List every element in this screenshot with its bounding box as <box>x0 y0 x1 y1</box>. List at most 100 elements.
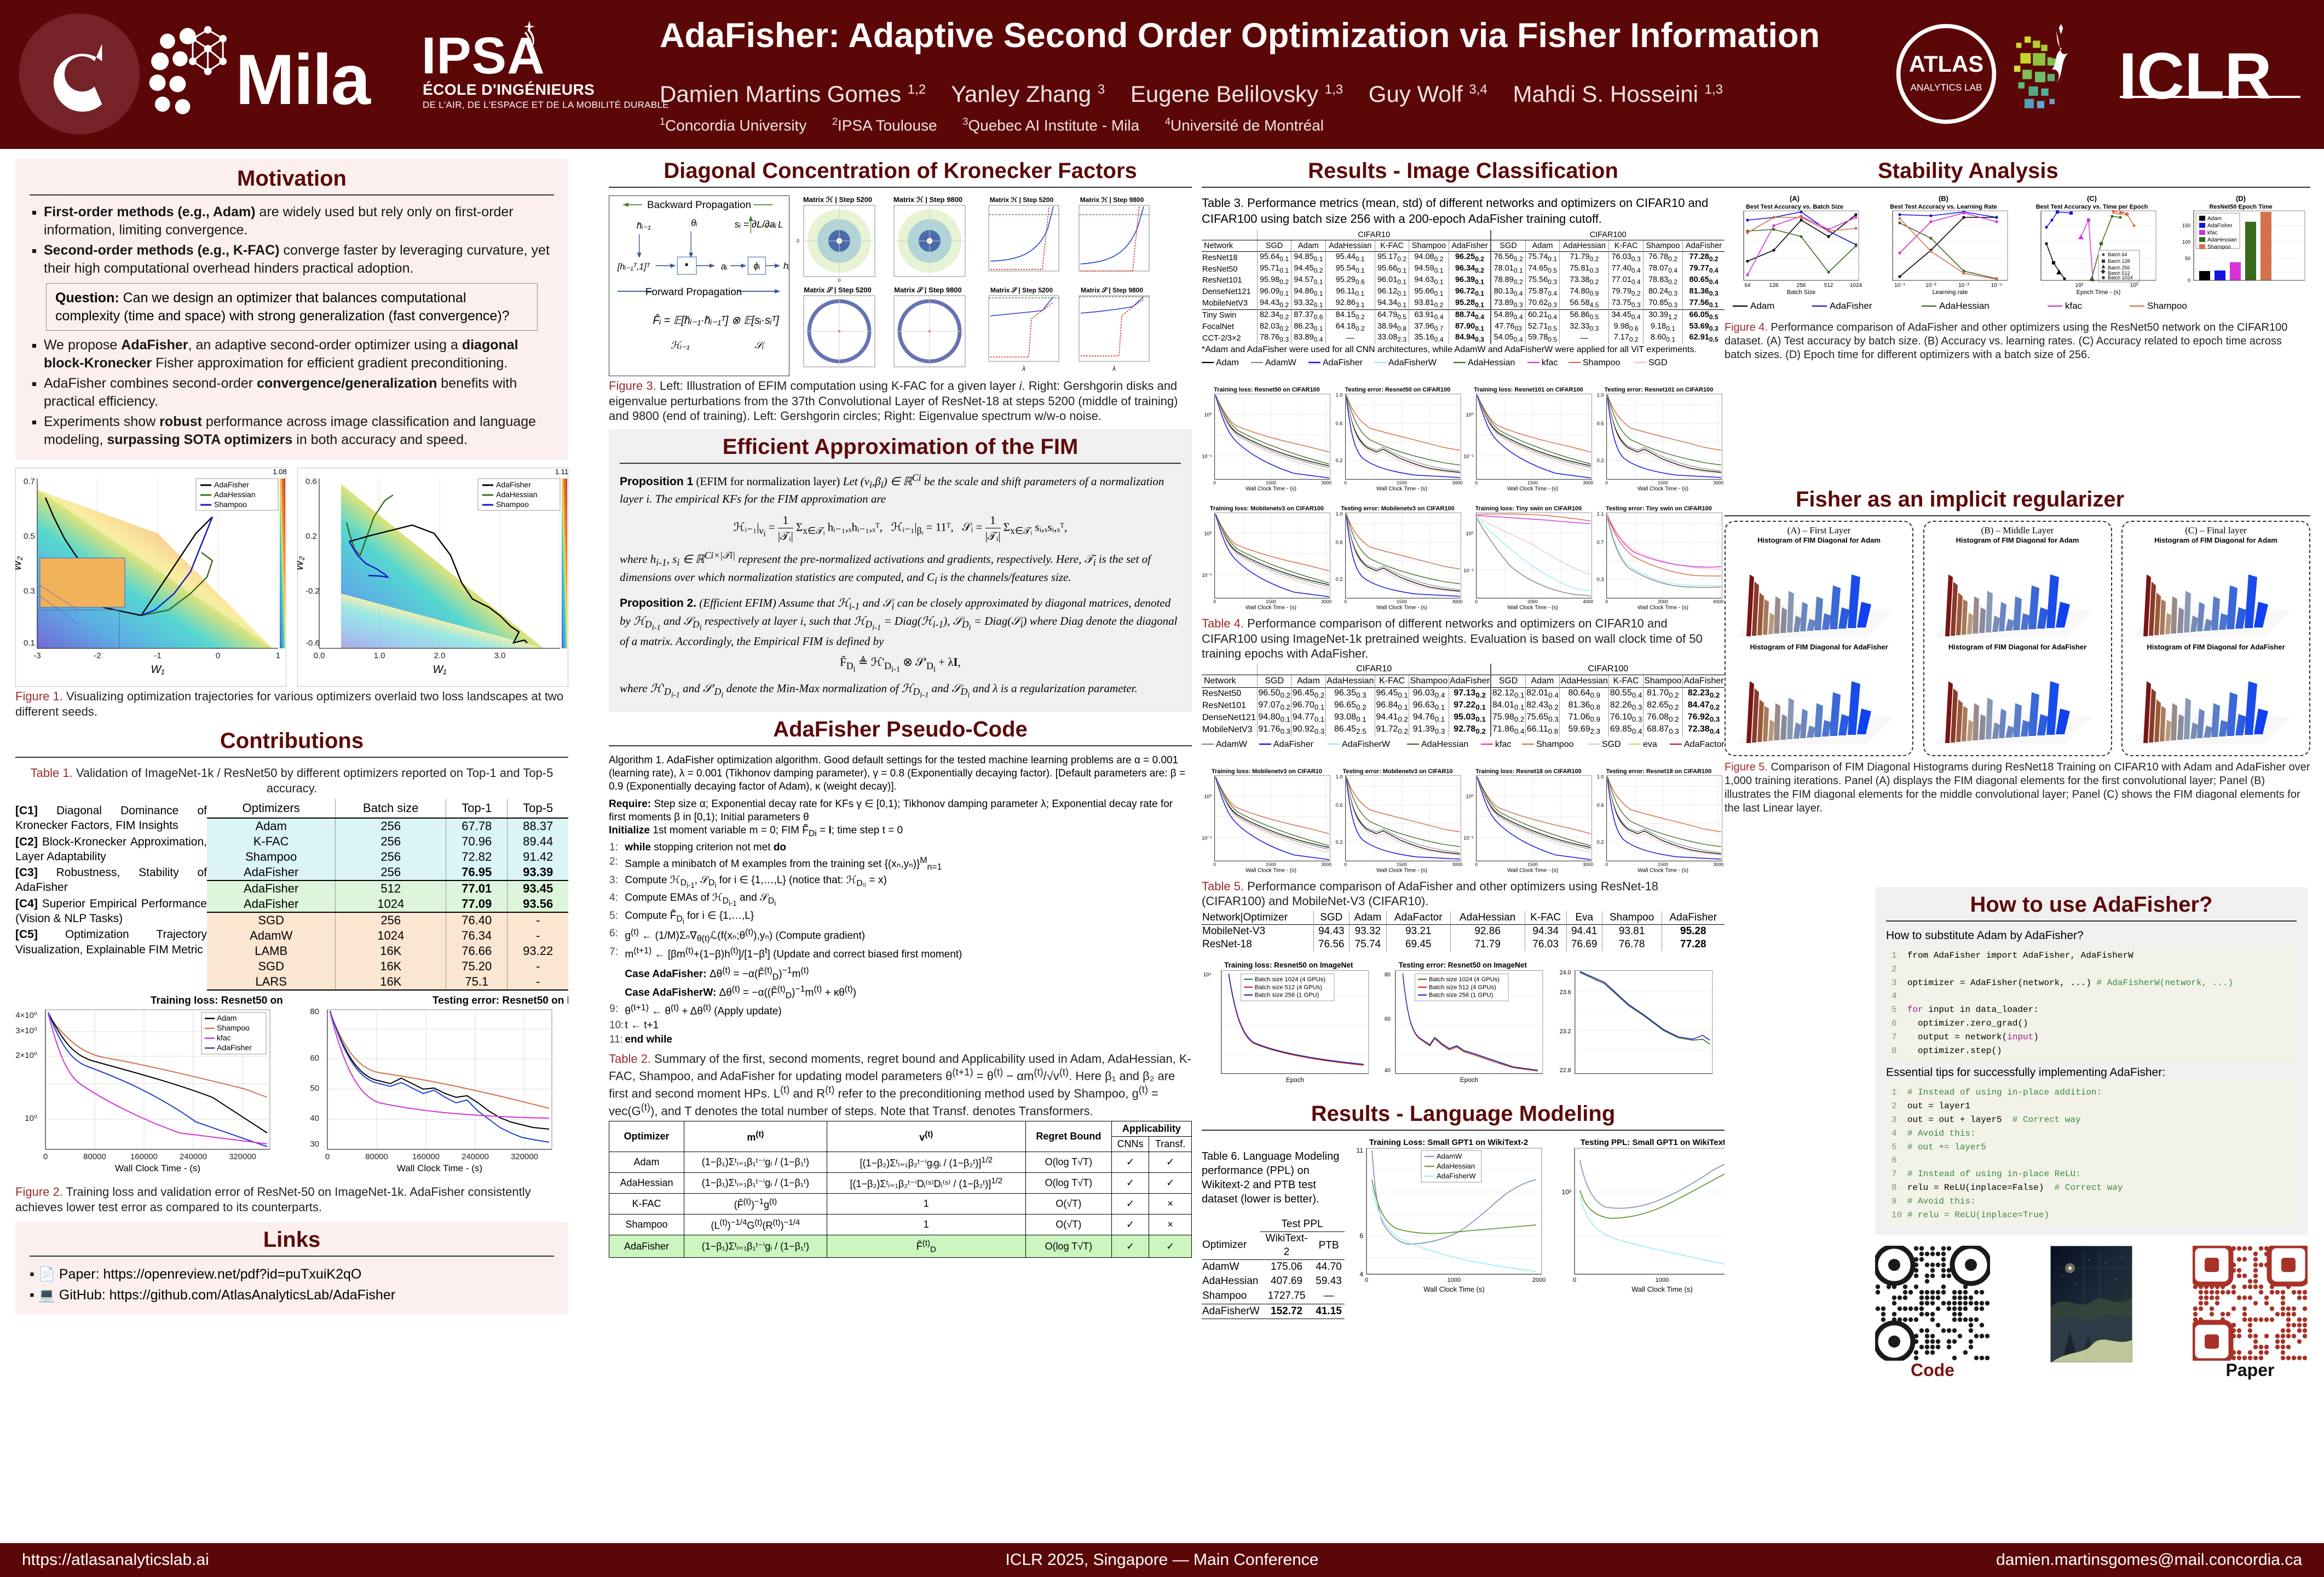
svg-text:1000: 1000 <box>1447 1277 1460 1284</box>
svg-text:Forward Propagation: Forward Propagation <box>645 286 742 298</box>
svg-text:Matrix 𝒮 | Step 5200: Matrix 𝒮 | Step 5200 <box>804 286 872 294</box>
svg-text:ϕᵢ: ϕᵢ <box>754 261 760 271</box>
svg-text:Wall Clock Time - (s): Wall Clock Time - (s) <box>397 1163 482 1173</box>
svg-text:23.6: 23.6 <box>1559 989 1571 995</box>
svg-text:Matrix ℋ | Step 9800: Matrix ℋ | Step 9800 <box>1080 196 1144 204</box>
svg-text:Adam: Adam <box>217 1014 237 1022</box>
svg-text:AdaFisher: AdaFisher <box>496 480 531 489</box>
svg-text:24.0: 24.0 <box>1559 969 1571 976</box>
svg-text:10⁰: 10⁰ <box>25 1114 37 1123</box>
svg-text:3.0: 3.0 <box>494 651 506 660</box>
svg-text:Adam: Adam <box>1750 301 1774 311</box>
svg-text:θᵢ: θᵢ <box>691 218 697 228</box>
svg-text:kfac: kfac <box>217 1033 231 1042</box>
svg-text:AdaHessian: AdaHessian <box>1421 740 1468 749</box>
svg-text:Batch size 512 (4 GPUs): Batch size 512 (4 GPUs) <box>1429 984 1496 991</box>
svg-text:10³: 10³ <box>2130 283 2138 289</box>
svg-text:150: 150 <box>2182 223 2190 228</box>
svg-text:320000: 320000 <box>229 1152 256 1161</box>
svg-text:Shampoo: Shampoo <box>217 1023 250 1032</box>
svg-text:128: 128 <box>1769 283 1779 289</box>
svg-text:Best Test Accuracy vs. Batch S: Best Test Accuracy vs. Batch Size <box>1746 204 1843 210</box>
svg-text:40: 40 <box>1385 1067 1391 1073</box>
svg-text:Testing error: Resnet18 on CIF: Testing error: Resnet18 on CIFAR100 <box>1606 768 1712 775</box>
svg-text:0.5: 0.5 <box>24 532 35 541</box>
svg-text:1.11: 1.11 <box>555 468 568 476</box>
svg-text:Batch 128: Batch 128 <box>2108 258 2130 264</box>
svg-text:Training loss: Resnet50 on Ima: Training loss: Resnet50 on ImageNet <box>1224 960 1353 969</box>
svg-text:ANALYTICS LAB: ANALYTICS LAB <box>1911 82 1982 93</box>
svg-text:64: 64 <box>1744 283 1751 289</box>
svg-text:80: 80 <box>1385 972 1391 978</box>
svg-text:0: 0 <box>1572 1277 1576 1284</box>
svg-text:kfac: kfac <box>2207 230 2217 236</box>
svg-text:ℋᵢ₋₁: ℋᵢ₋₁ <box>671 339 690 350</box>
svg-text:2×10⁰: 2×10⁰ <box>15 1051 37 1060</box>
svg-text:Training Loss: Small GPT1 on W: Training Loss: Small GPT1 on WikiText-2 <box>1369 1138 1527 1147</box>
svg-text:Training loss: Resnet101 on CI: Training loss: Resnet101 on CIFAR100 <box>1474 387 1583 393</box>
svg-text:Batch size 256 (1 GPU): Batch size 256 (1 GPU) <box>1255 992 1319 998</box>
svg-text:Shampoo: Shampoo <box>2147 301 2187 311</box>
svg-text:30: 30 <box>310 1139 319 1149</box>
svg-text:40: 40 <box>310 1114 319 1123</box>
svg-text:0.3: 0.3 <box>24 586 35 596</box>
svg-text:Training loss: Mobilenetv3 on: Training loss: Mobilenetv3 on CIFAR10 <box>1212 768 1322 775</box>
svg-text:4: 4 <box>1359 1270 1363 1278</box>
svg-text:AdamW: AdamW <box>1437 1152 1462 1160</box>
svg-text:10⁻²: 10⁻² <box>1925 283 1936 289</box>
svg-text:Shampoo: Shampoo <box>1583 358 1621 367</box>
svg-text:(C): (C) <box>2087 195 2097 203</box>
svg-text:6: 6 <box>1359 1232 1363 1240</box>
svg-text:60: 60 <box>310 1054 319 1063</box>
svg-text:L: L <box>778 220 783 230</box>
svg-text:kfac: kfac <box>2065 301 2083 311</box>
svg-text:Matrix ℋ | Step 9800: Matrix ℋ | Step 9800 <box>893 195 962 204</box>
svg-text:-0.2: -0.2 <box>305 586 320 596</box>
svg-text:Batch size 1024 (4 GPUs): Batch size 1024 (4 GPUs) <box>1429 976 1500 983</box>
svg-text:ATLAS: ATLAS <box>1909 51 1983 77</box>
svg-text:λ: λ <box>1022 365 1025 372</box>
svg-text:2000: 2000 <box>1532 1277 1545 1284</box>
svg-text:(D): (D) <box>2236 195 2246 203</box>
svg-text:Training loss: Resnet50 on CIF: Training loss: Resnet50 on CIFAR100 <box>1214 387 1320 393</box>
svg-text:Adam: Adam <box>2207 216 2222 222</box>
svg-text:Matrix 𝒮 | Step 9800: Matrix 𝒮 | Step 9800 <box>894 286 962 294</box>
svg-text:50: 50 <box>310 1084 319 1093</box>
svg-text:1.0: 1.0 <box>374 651 385 660</box>
svg-text:AdaHessian: AdaHessian <box>2207 237 2237 243</box>
svg-text:10⁻⁴: 10⁻⁴ <box>1991 283 2002 289</box>
svg-text:Testing error: Resnet50 on Ima: Testing error: Resnet50 on ImageNet <box>1399 960 1527 969</box>
svg-text:Testing error: Tiny swin on CI: Testing error: Tiny swin on CIFAR100 <box>1606 505 1712 512</box>
svg-text:sᵢ = ∂L/∂aᵢ: sᵢ = ∂L/∂aᵢ <box>735 219 777 230</box>
svg-text:0: 0 <box>216 651 220 660</box>
svg-text:320000: 320000 <box>511 1152 538 1161</box>
svg-text:Shampoo: Shampoo <box>2207 244 2231 250</box>
svg-text:AdaHessian: AdaHessian <box>1437 1162 1475 1170</box>
svg-text:Wall Clock Time (s): Wall Clock Time (s) <box>1631 1285 1692 1293</box>
svg-text:1.08: 1.08 <box>273 468 286 476</box>
svg-text:AdaFisher: AdaFisher <box>1830 301 1872 311</box>
svg-text:Testing PPL: Small GPT1 on Wik: Testing PPL: Small GPT1 on WikiText-2 <box>1580 1138 1725 1147</box>
svg-text:aᵢ: aᵢ <box>721 261 728 272</box>
svg-text:Testing error: Resnet101 on CI: Testing error: Resnet101 on CIFAR100 <box>1605 387 1714 393</box>
svg-text:1000: 1000 <box>1655 1277 1668 1284</box>
svg-text:240000: 240000 <box>180 1152 207 1161</box>
svg-text:1: 1 <box>276 651 280 660</box>
svg-text:Shampoo: Shampoo <box>214 500 247 509</box>
svg-text:Batch Size: Batch Size <box>1787 289 1816 296</box>
svg-text:W₁: W₁ <box>432 664 446 676</box>
svg-text:Matrix 𝒮 | Step 9800: Matrix 𝒮 | Step 9800 <box>1081 286 1143 294</box>
svg-text:Shampoo: Shampoo <box>496 500 529 509</box>
svg-text:kfac: kfac <box>1542 358 1558 367</box>
svg-text:AdaHessian: AdaHessian <box>1468 358 1515 367</box>
svg-text:Training loss: Resnet50 on Ima: Training loss: Resnet50 on ImageNet <box>151 996 286 1006</box>
svg-text:AdaFisherW: AdaFisherW <box>1437 1172 1476 1180</box>
svg-text:kfac: kfac <box>1495 740 1511 749</box>
svg-text:512: 512 <box>1824 283 1833 289</box>
svg-text:SGD: SGD <box>1648 358 1668 367</box>
svg-text:Batch size 1024 (4 GPUs): Batch size 1024 (4 GPUs) <box>1255 976 1326 983</box>
svg-text:80: 80 <box>310 1007 319 1016</box>
svg-text:4×10⁰: 4×10⁰ <box>15 1011 37 1020</box>
svg-text:AdaFisher: AdaFisher <box>1273 740 1314 749</box>
svg-text:F̂ᵢ = 𝔼[h̄ᵢ₋₁·h̄ᵢ₋₁ᵀ] ⊗ 𝔼[sᵢ: F̂ᵢ = 𝔼[h̄ᵢ₋₁·h̄ᵢ₋₁ᵀ] ⊗ 𝔼[sᵢ·sᵢᵀ] <box>653 314 780 326</box>
